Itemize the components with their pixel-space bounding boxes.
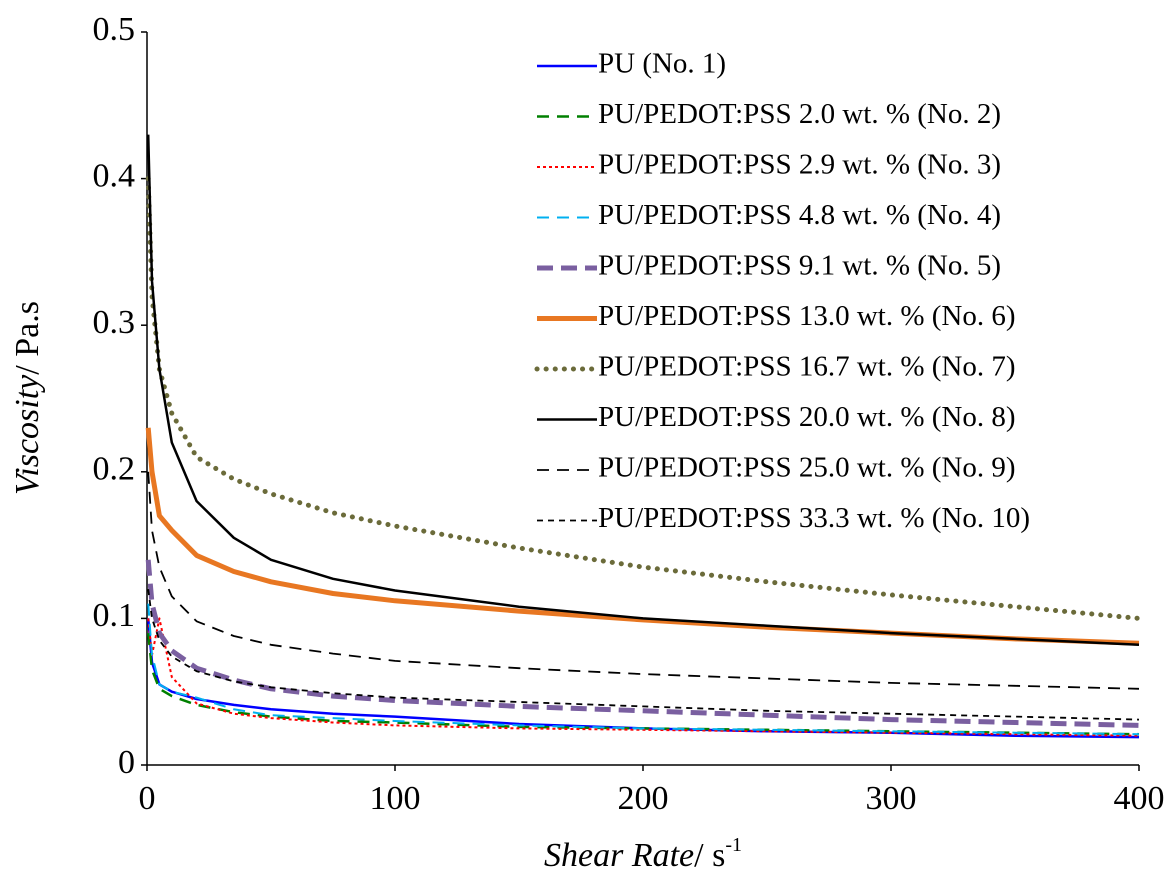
series-line: [145, 176, 1142, 621]
y-tick-label: 0: [118, 744, 135, 781]
y-tick-label: 0.3: [93, 304, 136, 341]
legend-label: PU/PEDOT:PSS 9.1 wt. % (No. 5): [598, 250, 1001, 282]
x-label-part: / s: [694, 837, 725, 874]
series-line: [146, 632, 1140, 736]
x-tick-label: 300: [866, 780, 917, 817]
series-line: [147, 471, 1140, 690]
series-line: [145, 559, 1140, 728]
legend-label: PU/PEDOT:PSS 16.7 wt. % (No. 7): [598, 351, 1015, 383]
x-tick-label: 100: [370, 780, 421, 817]
x-tick-label: 0: [139, 780, 156, 817]
series-line: [147, 603, 1140, 736]
legend-label: PU/PEDOT:PSS 33.3 wt. % (No. 10): [598, 502, 1030, 534]
series-line: [146, 134, 1140, 647]
legend-label: PU/PEDOT:PSS 2.9 wt. % (No. 3): [598, 149, 1001, 181]
legend-label: PU/PEDOT:PSS 2.0 wt. % (No. 2): [598, 98, 1001, 130]
x-label-part: -1: [725, 834, 742, 856]
y-tick-label: 0.5: [93, 11, 136, 48]
y-label-part: / Pa.s: [9, 301, 46, 375]
series-line: [147, 617, 1140, 737]
y-tick-label: 0.1: [93, 597, 136, 634]
x-axis-label: Shear Rate/ s-1: [544, 834, 742, 874]
series-line: [147, 588, 1140, 721]
legend-label: PU/PEDOT:PSS 25.0 wt. % (No. 9): [598, 452, 1015, 484]
y-tick-label: 0.4: [93, 157, 136, 194]
legend-label: PU/PEDOT:PSS 20.0 wt. % (No. 8): [598, 401, 1015, 433]
x-label-part: Shear Rate: [544, 837, 694, 874]
legend-label: PU/PEDOT:PSS 13.0 wt. % (No. 6): [598, 300, 1015, 332]
x-tick-label: 200: [618, 780, 669, 817]
y-tick-label: 0.2: [93, 451, 136, 488]
y-label-part: Viscosity: [9, 374, 46, 495]
y-axis-label: Viscosity/ Pa.s: [9, 301, 46, 495]
legend-label: PU/PEDOT:PSS 4.8 wt. % (No. 4): [598, 199, 1001, 231]
x-tick-label: 400: [1114, 780, 1165, 817]
legend-label: PU (No. 1): [598, 48, 726, 80]
